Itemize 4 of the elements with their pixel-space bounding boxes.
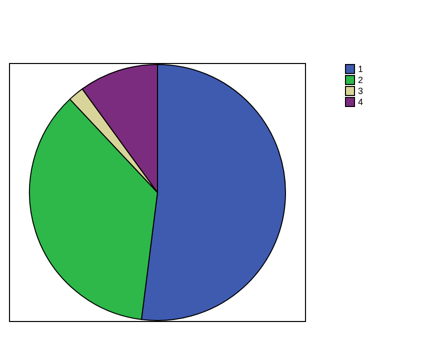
legend-label: 1 xyxy=(358,64,364,74)
legend-label: 3 xyxy=(358,86,364,96)
legend-label: 4 xyxy=(358,96,364,106)
legend-label: 2 xyxy=(358,74,364,84)
